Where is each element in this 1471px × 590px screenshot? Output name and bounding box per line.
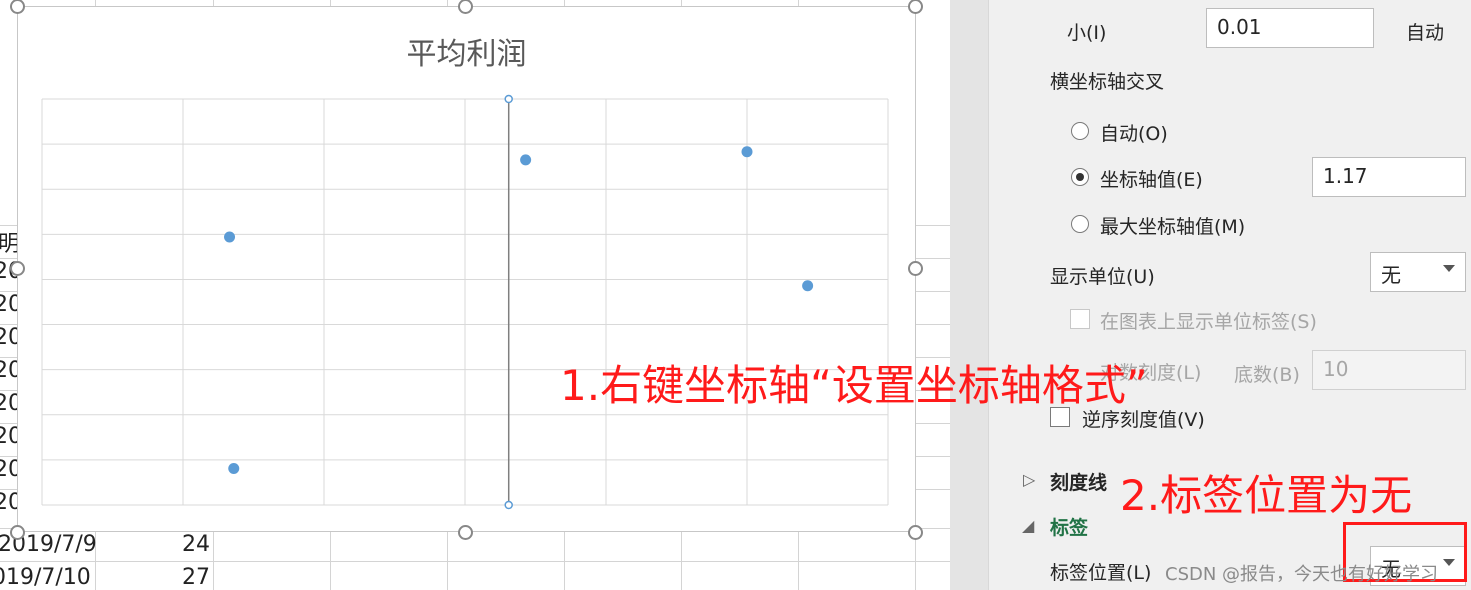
cell-fragment[interactable]: 20	[0, 325, 22, 350]
plot-area[interactable]	[18, 7, 917, 533]
min-bound-label: 小(I)	[1067, 22, 1107, 44]
data-point[interactable]	[228, 462, 240, 474]
cell-fragment[interactable]: 20	[0, 358, 22, 383]
resize-handle[interactable]	[458, 525, 473, 540]
axis-selection-handle[interactable]	[504, 94, 513, 104]
data-point[interactable]	[520, 154, 532, 166]
cell-fragment[interactable]: 20	[0, 490, 22, 515]
annotation-step2: 2.标签位置为无	[1120, 471, 1413, 520]
expand-arrow-icon[interactable]: ▷	[1023, 470, 1036, 489]
column-header-fragment[interactable]: 明	[0, 232, 21, 257]
chevron-down-icon	[1443, 559, 1455, 566]
value-cell[interactable]: 24	[182, 532, 210, 557]
log-base-input[interactable]: 10	[1312, 350, 1466, 390]
min-bound-input[interactable]: 0.01	[1206, 8, 1374, 48]
data-point[interactable]	[741, 146, 753, 158]
axis-selection-handle[interactable]	[504, 500, 513, 510]
resize-handle[interactable]	[10, 525, 25, 540]
watermark-text: CSDN @报告，今天也有好好学习	[1165, 564, 1439, 585]
reverse-order-checkbox[interactable]	[1050, 407, 1070, 427]
resize-handle[interactable]	[458, 0, 473, 14]
cell-fragment[interactable]: 20	[0, 391, 22, 416]
pane-gutter	[950, 0, 989, 590]
radio-axis-value[interactable]	[1071, 168, 1089, 186]
data-point[interactable]	[224, 231, 236, 243]
radio-max-axis-label[interactable]: 最大坐标轴值(M)	[1100, 216, 1246, 238]
scatter-chart[interactable]: 平均利润	[17, 6, 916, 532]
value-cell[interactable]: 27	[182, 565, 210, 590]
reverse-order-label[interactable]: 逆序刻度值(V)	[1082, 409, 1205, 431]
annotation-highlight-box	[1343, 522, 1467, 582]
display-unit-dropdown[interactable]: 无	[1370, 252, 1466, 292]
resize-handle[interactable]	[10, 261, 25, 276]
cell-fragment[interactable]: 20	[0, 457, 22, 482]
h-axis-cross-heading: 横坐标轴交叉	[1050, 71, 1165, 93]
chart-title[interactable]: 平均利润	[406, 37, 527, 72]
data-point[interactable]	[802, 280, 814, 292]
annotation-step1: 1.右键坐标轴“设置坐标轴格式”	[560, 361, 1148, 410]
section-labels[interactable]: 标签	[1050, 517, 1089, 539]
resize-handle[interactable]	[10, 0, 25, 14]
log-scale-text: 对数刻度(L)	[1100, 362, 1202, 384]
collapse-arrow-icon[interactable]: ◢	[1022, 516, 1035, 535]
label-position-label: 标签位置(L)	[1050, 562, 1152, 584]
min-bound-auto-button[interactable]: 自动	[1406, 22, 1445, 44]
radio-auto-label[interactable]: 自动(O)	[1100, 123, 1168, 145]
log-base-label: 底数(B)	[1234, 364, 1300, 386]
resize-handle[interactable]	[908, 525, 923, 540]
chevron-down-icon	[1443, 265, 1455, 272]
cell-fragment[interactable]: 20	[0, 292, 22, 317]
radio-max-axis[interactable]	[1071, 215, 1089, 233]
date-cell[interactable]: 019/7/10	[0, 565, 91, 590]
radio-auto[interactable]	[1071, 122, 1089, 140]
show-unit-label-checkbox[interactable]	[1070, 309, 1090, 329]
axis-value-input[interactable]: 1.17	[1312, 157, 1466, 197]
resize-handle[interactable]	[908, 261, 923, 276]
display-unit-value: 无	[1381, 263, 1401, 287]
section-tick-marks[interactable]: 刻度线	[1050, 472, 1108, 494]
cell-fragment[interactable]: 20	[0, 424, 22, 449]
radio-axis-value-label[interactable]: 坐标轴值(E)	[1100, 169, 1203, 191]
resize-handle[interactable]	[908, 0, 923, 14]
display-unit-label: 显示单位(U)	[1050, 266, 1155, 288]
format-axis-pane: 小(I) 0.01 自动 横坐标轴交叉 自动(O) 坐标轴值(E) 1.17 最…	[950, 0, 1471, 590]
show-unit-label-text: 在图表上显示单位标签(S)	[1100, 311, 1317, 333]
label-position-value: 无	[1381, 557, 1401, 581]
